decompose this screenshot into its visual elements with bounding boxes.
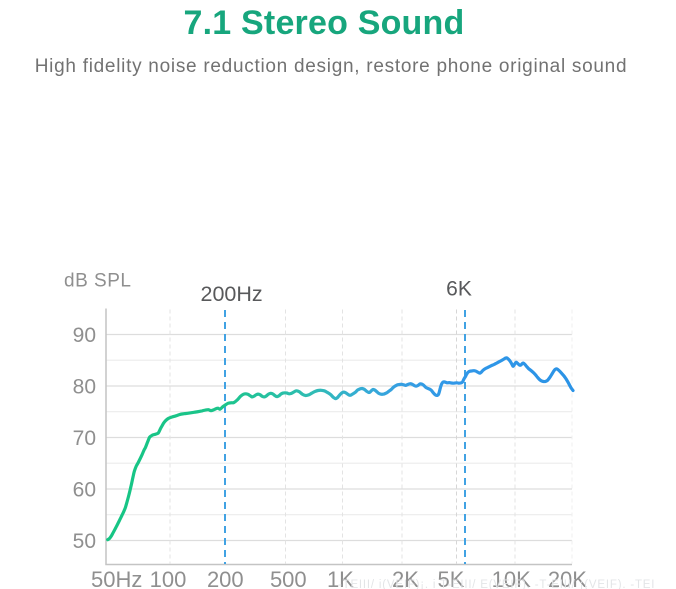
svg-text:dB SPL: dB SPL — [64, 271, 131, 292]
svg-text:10K: 10K — [492, 567, 531, 589]
svg-text:50Hz: 50Hz — [91, 567, 142, 589]
svg-text:200Hz: 200Hz — [201, 282, 263, 306]
svg-text:90: 90 — [73, 324, 96, 347]
svg-text:50: 50 — [73, 530, 96, 553]
svg-text:-TEIII/ i(VEIF)¡. i T-EIII/ E(: -TEIII/ i(VEIF)¡. i T-EIII/ E(VEIF). -T-… — [338, 579, 655, 589]
svg-text:20K: 20K — [548, 567, 587, 589]
svg-text:5K: 5K — [438, 567, 465, 589]
svg-text:1K: 1K — [327, 567, 354, 589]
svg-text:500: 500 — [270, 567, 307, 589]
svg-text:6K: 6K — [446, 278, 472, 301]
svg-text:200: 200 — [207, 567, 244, 589]
svg-text:100: 100 — [150, 567, 187, 589]
svg-text:80: 80 — [73, 376, 96, 399]
svg-text:70: 70 — [73, 427, 96, 450]
svg-text:60: 60 — [73, 479, 96, 502]
svg-text:2K: 2K — [392, 567, 419, 589]
